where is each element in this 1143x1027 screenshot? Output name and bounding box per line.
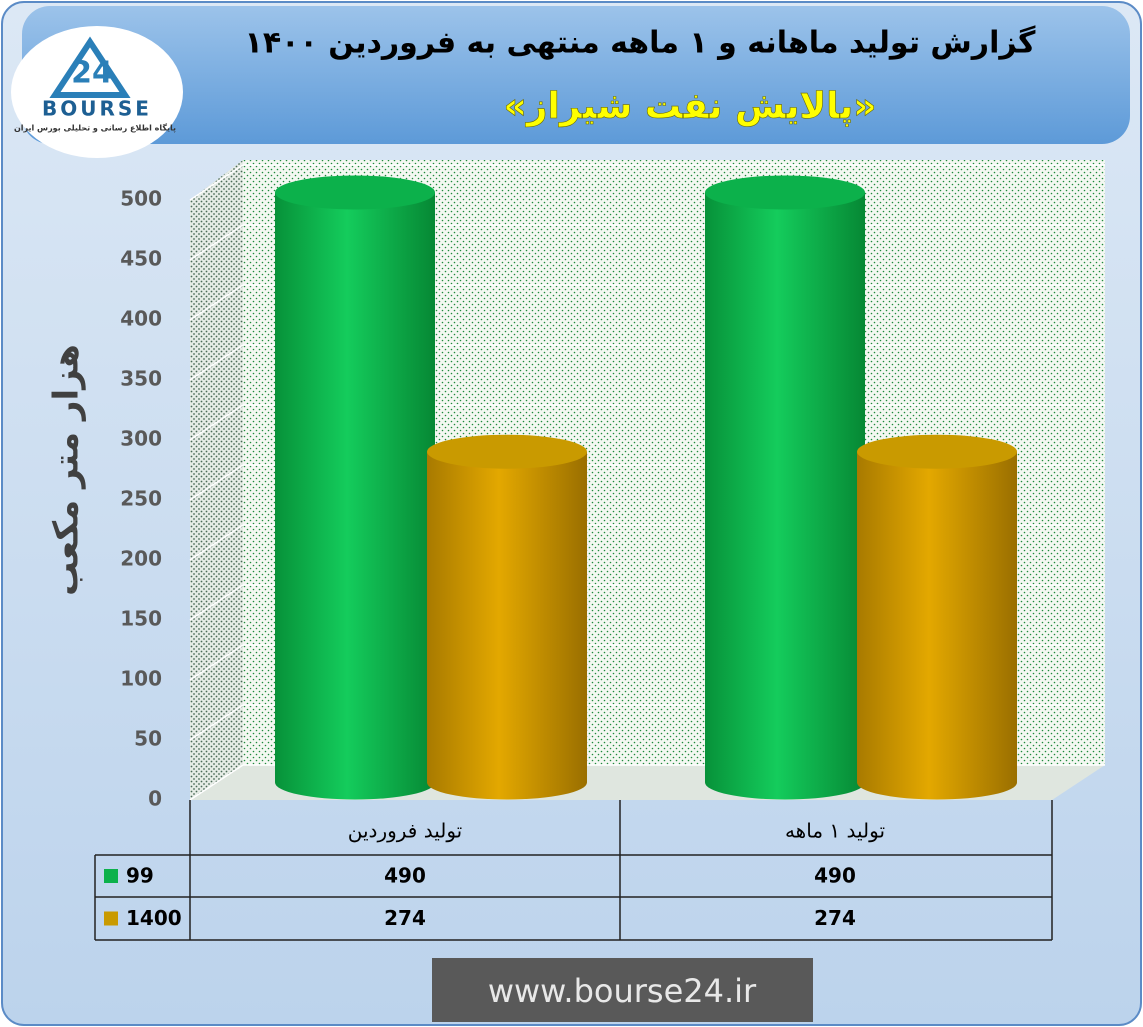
- legend-label: 99: [126, 864, 154, 888]
- cylinder: [857, 451, 1017, 800]
- x-tick-label: تولید فروردین: [348, 819, 463, 843]
- legend-swatch: [104, 869, 118, 883]
- grid-line: [189, 404, 244, 441]
- side-wall: [190, 160, 243, 800]
- logo-name: BOURSE: [42, 97, 152, 121]
- logo-tagline: پایگاه اطلاع رسانی و تحلیلی بورس ایران: [14, 123, 176, 134]
- cylinder-top: [427, 434, 587, 469]
- table-value: 490: [384, 864, 426, 888]
- y-tick-label: 400: [120, 307, 162, 331]
- grid-line: [189, 524, 244, 561]
- y-tick-label: 0: [148, 787, 162, 811]
- grid-line: [189, 164, 244, 201]
- chart-title: گزارش تولید ماهانه و ۱ ماهه منتهی به فرو…: [245, 25, 1037, 61]
- legend-swatch: [104, 911, 118, 926]
- grid-line: [189, 704, 244, 741]
- grid-line: [189, 224, 244, 261]
- table-value: 274: [814, 906, 856, 930]
- grid-line: [189, 464, 244, 501]
- cylinder-top: [857, 434, 1017, 469]
- logo-mark: 24: [71, 56, 113, 91]
- table-value: 490: [814, 864, 856, 888]
- x-tick-label: تولید ۱ ماهه: [785, 819, 885, 843]
- y-tick-label: 450: [120, 247, 162, 271]
- header-banner: [22, 6, 1130, 144]
- cylinder: [705, 192, 865, 800]
- cylinder-top: [705, 175, 865, 210]
- chart-subtitle: «پالایش نفت شیراز»: [504, 86, 877, 127]
- table-value: 274: [384, 906, 426, 930]
- grid-line: [189, 344, 244, 381]
- cylinder: [275, 192, 435, 800]
- grid-line: [189, 284, 244, 321]
- cylinder-top: [275, 175, 435, 210]
- footer-url: www.bourse24.ir: [488, 972, 757, 1010]
- y-tick-label: 200: [120, 547, 162, 571]
- logo-shape: [49, 36, 131, 98]
- grid-line: [189, 764, 244, 801]
- y-axis-title: هزار متر مکعب: [47, 344, 87, 596]
- y-tick-label: 150: [120, 607, 162, 631]
- y-tick-label: 500: [120, 187, 162, 211]
- cylinder: [427, 451, 587, 800]
- grid-line: [189, 584, 244, 621]
- legend-label: 1400: [126, 906, 182, 930]
- grid-line: [189, 644, 244, 681]
- y-tick-label: 50: [134, 727, 162, 751]
- y-tick-label: 100: [120, 667, 162, 691]
- y-tick-label: 300: [120, 427, 162, 451]
- footer-box: [432, 958, 813, 1022]
- y-tick-label: 350: [120, 367, 162, 391]
- y-tick-label: 250: [120, 487, 162, 511]
